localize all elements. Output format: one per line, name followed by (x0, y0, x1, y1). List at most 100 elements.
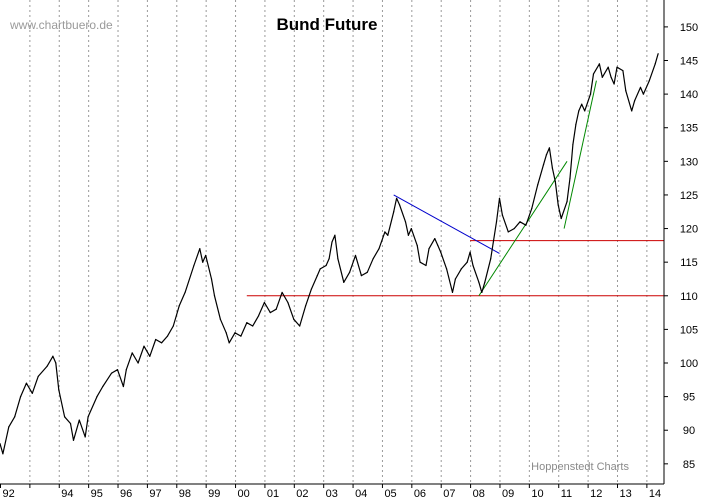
price-point (334, 234, 336, 236)
x-tick-label: 01 (267, 488, 279, 499)
price-point (252, 325, 254, 327)
price-point (581, 103, 583, 105)
price-point (325, 264, 327, 267)
price-point (531, 207, 533, 209)
price-point (172, 325, 174, 327)
price-point (281, 291, 283, 294)
price-point (343, 281, 345, 283)
price-point (575, 123, 577, 125)
price-point (37, 375, 39, 378)
price-point (378, 248, 380, 250)
price-point (0, 443, 1, 445)
price-point (337, 258, 339, 260)
x-tick-label: 95 (91, 488, 103, 499)
price-point (366, 271, 368, 273)
price-point (331, 241, 333, 243)
x-tick-label: 10 (531, 488, 543, 499)
price-point (269, 311, 271, 314)
y-tick-label: 125 (680, 190, 698, 202)
y-tick-label: 135 (680, 123, 698, 135)
price-point (469, 251, 471, 253)
price-point (410, 227, 412, 230)
price-point (557, 204, 559, 206)
price-point (607, 66, 609, 68)
watermark-text: www.chartbuero.de (9, 18, 113, 32)
price-point (72, 439, 75, 441)
x-tick-label: 08 (473, 488, 485, 499)
y-tick-label: 105 (680, 324, 698, 336)
price-point (545, 154, 548, 156)
x-tick-label: 11 (561, 488, 572, 499)
price-point (601, 76, 603, 78)
price-point (160, 342, 163, 344)
y-tick-label: 100 (680, 358, 698, 370)
price-point (149, 355, 151, 357)
price-point (360, 275, 362, 277)
price-point (525, 224, 527, 226)
price-point (634, 100, 636, 102)
price-point (240, 335, 242, 337)
price-point (78, 419, 80, 421)
x-tick-label: 05 (384, 488, 396, 499)
price-point (202, 261, 204, 263)
price-point (548, 147, 551, 149)
price-point (166, 335, 169, 337)
price-point (598, 63, 600, 65)
price-point (225, 332, 227, 334)
price-point (349, 271, 351, 273)
price-point (354, 254, 357, 257)
price-point (428, 248, 430, 250)
price-point (519, 221, 521, 223)
price-point (131, 352, 133, 354)
price-point (396, 197, 398, 199)
price-point (287, 301, 289, 304)
price-point (513, 227, 515, 230)
price-point (569, 177, 571, 179)
price-point (584, 110, 586, 112)
y-axis-ticks: 85 90 95 100 105 110 115 120 125 130 135 140 145 150 (664, 22, 698, 471)
y-tick-label: 90 (683, 425, 695, 437)
x-tick-label: 06 (414, 488, 426, 499)
x-tick-label: 98 (179, 488, 191, 499)
price-point (234, 332, 236, 334)
price-point (434, 238, 436, 240)
price-point (387, 234, 389, 236)
price-point (642, 93, 645, 95)
price-point (102, 385, 104, 388)
price-point (398, 204, 401, 206)
price-point (560, 217, 562, 220)
price-point (178, 305, 180, 307)
price-point (416, 244, 418, 246)
x-tick-label: 94 (61, 488, 73, 499)
trend-lines (246, 80, 664, 297)
x-tick-label: 96 (120, 488, 132, 499)
x-tick-label: 07 (443, 488, 455, 499)
y-tick-label: 145 (680, 56, 698, 68)
price-point (622, 69, 624, 72)
price-point (25, 382, 28, 384)
price-point (184, 291, 186, 294)
x-tick-label: 03 (326, 488, 338, 499)
x-tick-label: 09 (502, 488, 514, 499)
chart-title: Bund Future (276, 15, 377, 34)
price-point (137, 362, 139, 364)
price-point (46, 365, 48, 367)
price-point (125, 369, 127, 371)
price-point (419, 261, 421, 263)
price-point (481, 291, 483, 294)
price-point (425, 264, 427, 267)
y-tick-label: 85 (683, 459, 695, 471)
price-point (58, 389, 60, 391)
price-point (592, 73, 595, 75)
price-point (501, 214, 504, 216)
credit-text: Hoppenstedt Charts (531, 461, 629, 473)
x-tick-label: 92 (3, 488, 15, 499)
price-point (155, 338, 157, 341)
price-point (316, 275, 318, 277)
x-axis-ticks: 92 94 95 96 97 98 99 00 01 02 03 04 05 06 07 08 09 10 11 12… (0, 484, 661, 499)
price-point (96, 396, 98, 398)
price-point (8, 426, 10, 428)
trend-line (393, 194, 500, 254)
price-point (631, 110, 633, 112)
